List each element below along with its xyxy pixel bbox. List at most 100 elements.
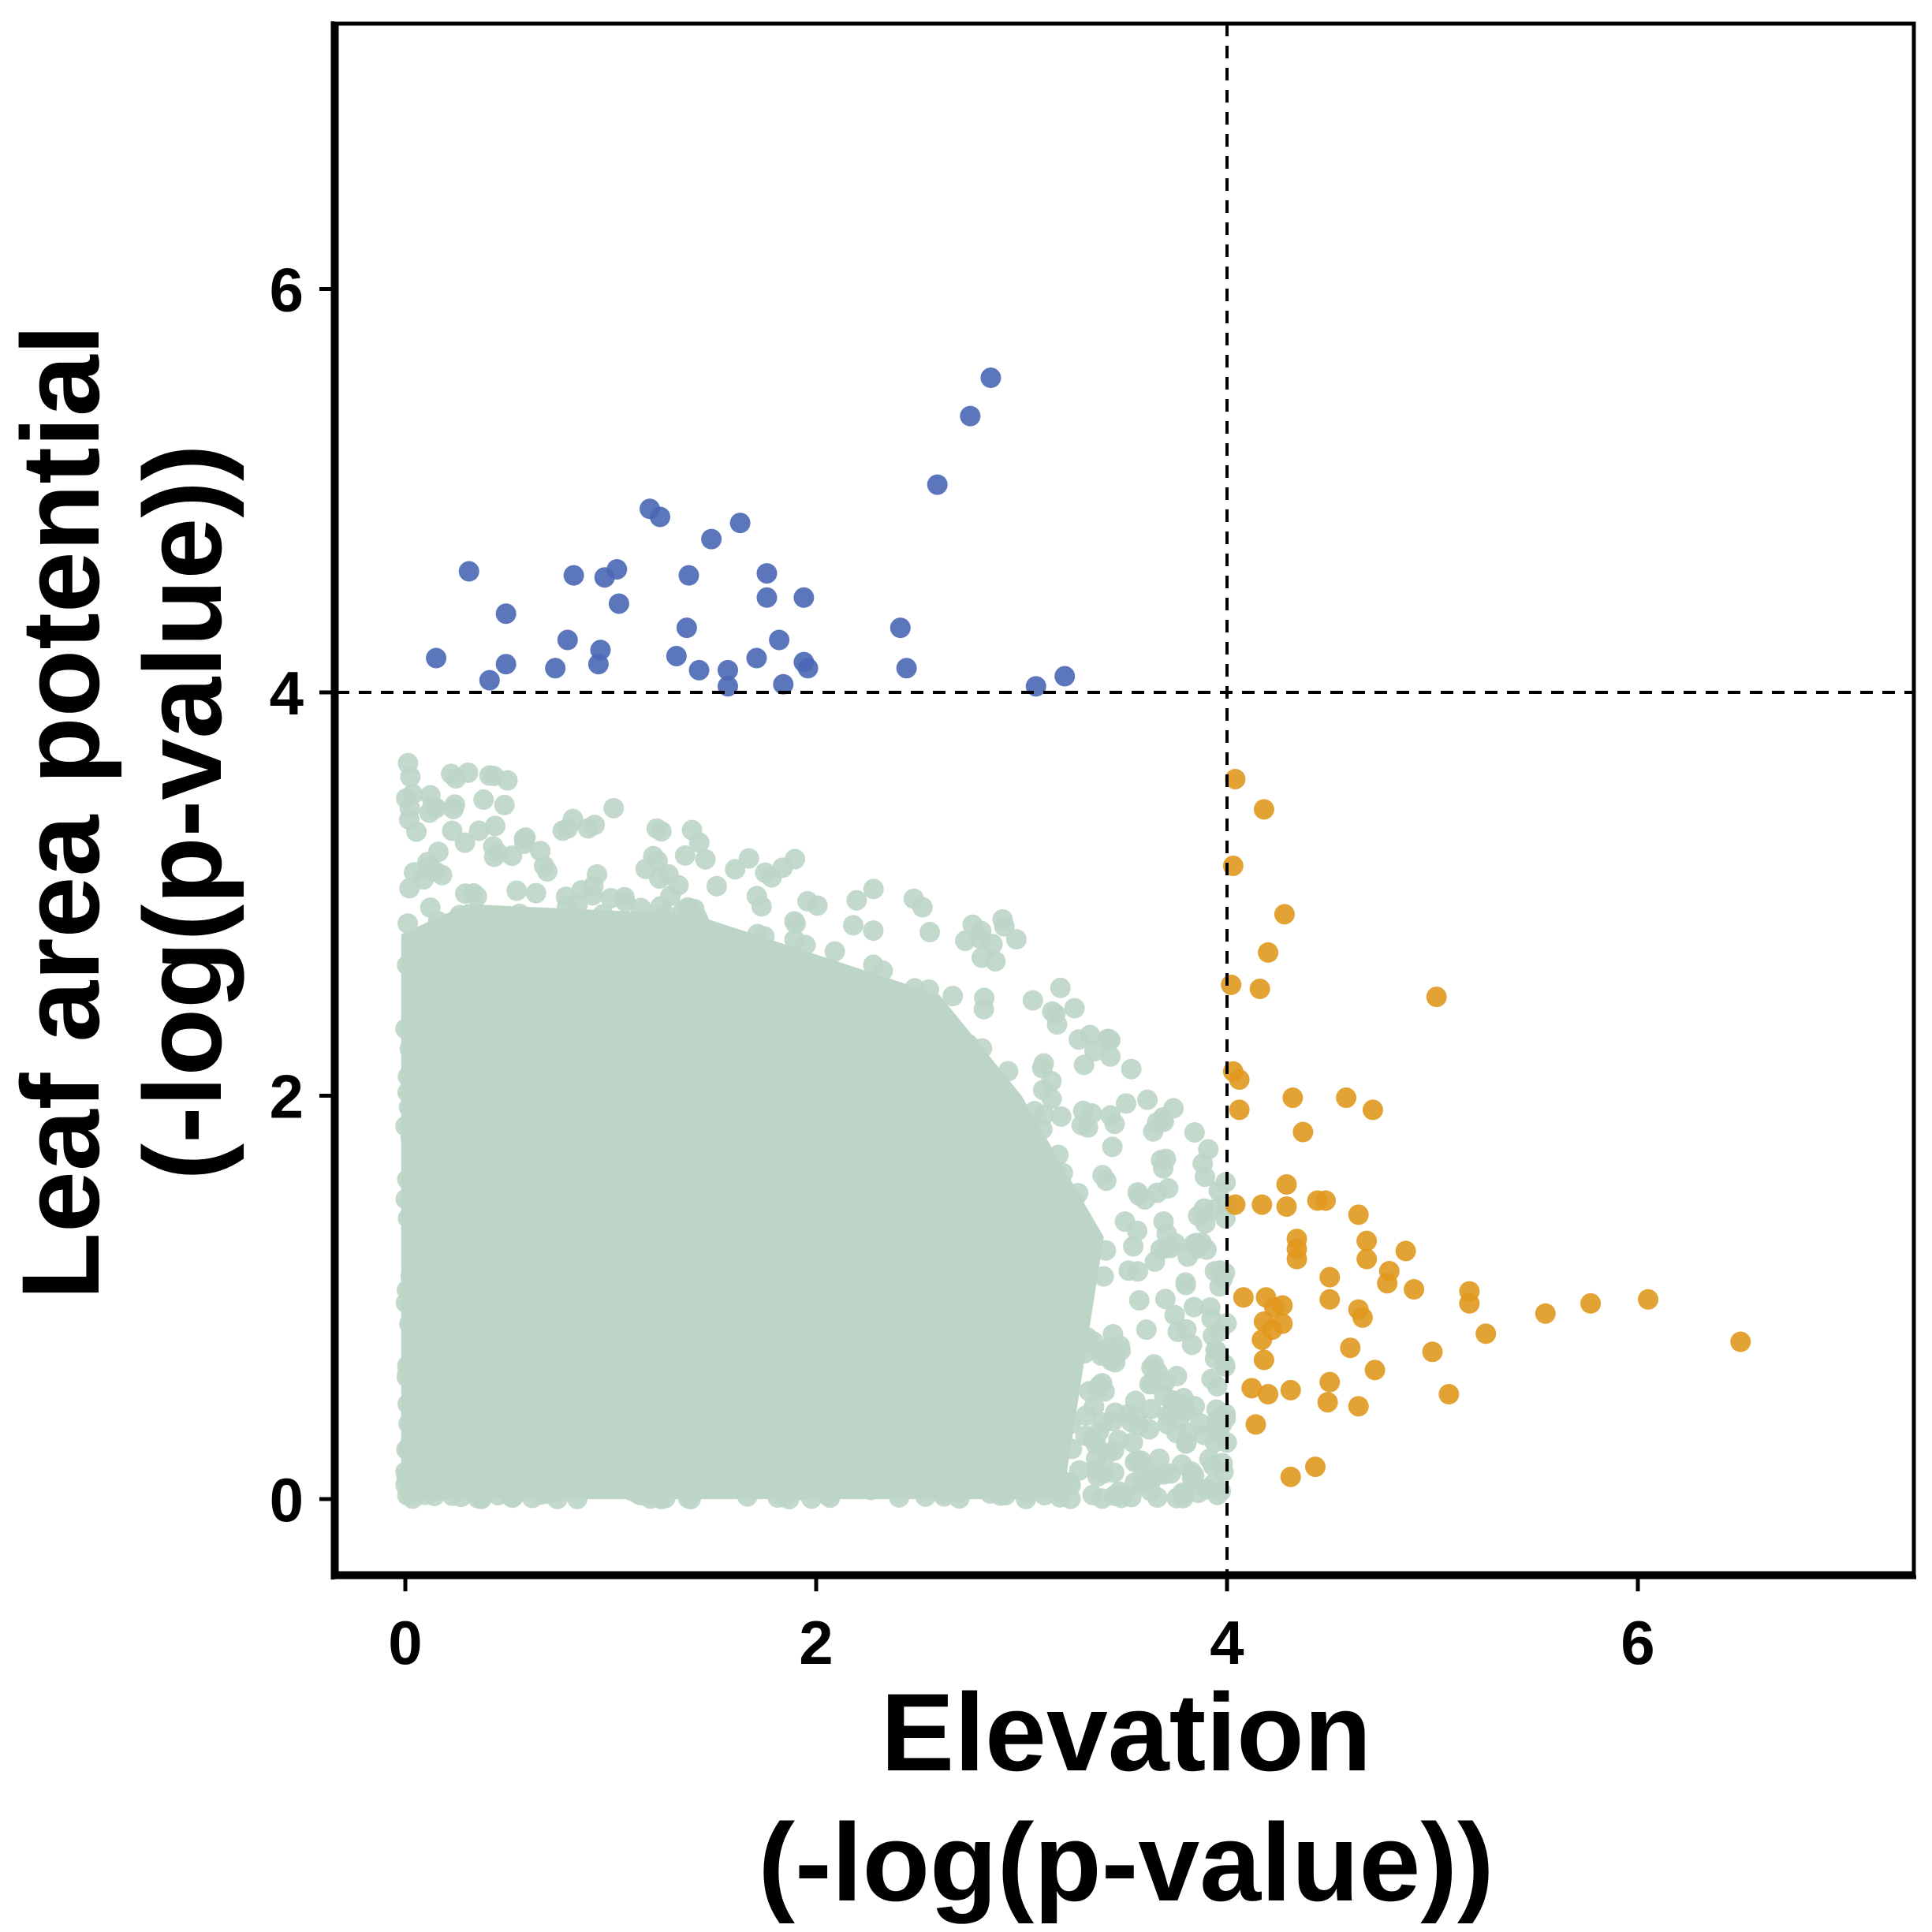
background-point bbox=[666, 1317, 688, 1338]
background-point bbox=[1141, 1374, 1162, 1395]
background-point bbox=[550, 1344, 572, 1365]
highlighted-points-group bbox=[426, 367, 1751, 1487]
elevation-outlier-point bbox=[1336, 1087, 1357, 1109]
background-point bbox=[622, 1311, 643, 1333]
background-point bbox=[925, 1380, 946, 1401]
background-point bbox=[539, 1483, 560, 1505]
leaf-area-outlier-point bbox=[927, 474, 948, 495]
background-point bbox=[1174, 1482, 1195, 1503]
elevation-outlier-point bbox=[1251, 1194, 1273, 1215]
background-point bbox=[1198, 1139, 1219, 1160]
background-point bbox=[444, 1248, 465, 1270]
elevation-outlier-point bbox=[1317, 1392, 1338, 1413]
background-point bbox=[846, 1326, 867, 1347]
background-point bbox=[1016, 1268, 1038, 1289]
background-point bbox=[651, 1139, 672, 1161]
background-point bbox=[1149, 1448, 1170, 1469]
background-point bbox=[744, 1308, 766, 1330]
background-point bbox=[1038, 1372, 1059, 1393]
background-point bbox=[1216, 1313, 1237, 1334]
background-point bbox=[449, 986, 470, 1007]
elevation-outlier-point bbox=[1286, 1248, 1307, 1270]
background-point bbox=[860, 1479, 882, 1501]
background-point bbox=[450, 1471, 472, 1493]
background-point bbox=[1193, 1198, 1214, 1219]
background-point bbox=[497, 770, 518, 791]
background-point bbox=[789, 1156, 811, 1177]
background-point bbox=[738, 848, 759, 869]
background-point bbox=[704, 1372, 725, 1393]
background-point bbox=[528, 1139, 550, 1161]
background-point bbox=[399, 878, 420, 899]
background-point bbox=[797, 890, 819, 912]
background-point bbox=[934, 1486, 955, 1507]
background-point bbox=[539, 1409, 560, 1430]
background-point bbox=[762, 1349, 783, 1371]
y-tick-label: 0 bbox=[270, 1465, 304, 1535]
background-point bbox=[770, 945, 792, 966]
background-point bbox=[1108, 1430, 1129, 1451]
background-point bbox=[548, 1238, 569, 1259]
elevation-outlier-point bbox=[1258, 1384, 1279, 1405]
background-point bbox=[811, 1430, 832, 1451]
axes-group: 0 2 4 6 0 2 4 6 bbox=[270, 21, 1916, 1677]
background-point bbox=[614, 976, 635, 998]
background-point bbox=[399, 1039, 420, 1060]
background-point bbox=[1176, 1401, 1197, 1422]
elevation-outlier-point bbox=[1241, 1378, 1263, 1399]
background-point bbox=[998, 1061, 1019, 1082]
background-point bbox=[670, 1050, 692, 1072]
background-point bbox=[908, 1352, 930, 1373]
background-point bbox=[837, 1080, 858, 1102]
background-point bbox=[615, 891, 636, 912]
background-point bbox=[485, 815, 506, 837]
background-point bbox=[636, 1296, 658, 1317]
background-point bbox=[926, 1406, 947, 1427]
background-point bbox=[1022, 990, 1043, 1011]
elevation-outlier-point bbox=[1459, 1292, 1480, 1314]
background-point bbox=[784, 929, 805, 950]
background-point bbox=[543, 1164, 565, 1185]
background-point bbox=[744, 1180, 765, 1201]
background-point bbox=[534, 856, 555, 877]
leaf-area-outlier-point bbox=[557, 629, 578, 651]
background-point bbox=[590, 1007, 611, 1028]
background-point bbox=[461, 1091, 483, 1112]
background-point bbox=[596, 1069, 617, 1090]
background-point bbox=[1064, 998, 1085, 1019]
background-point bbox=[756, 1200, 778, 1221]
background-point bbox=[1082, 1484, 1103, 1505]
elevation-outlier-point bbox=[1475, 1323, 1497, 1345]
background-point bbox=[947, 1243, 968, 1264]
background-point bbox=[705, 1290, 726, 1311]
background-point bbox=[870, 1309, 891, 1330]
background-point bbox=[735, 1066, 756, 1087]
elevation-outlier-point bbox=[1535, 1303, 1556, 1324]
background-point bbox=[1068, 1183, 1089, 1204]
elevation-outlier-point bbox=[1404, 1279, 1425, 1300]
background-point bbox=[792, 1195, 813, 1216]
background-point bbox=[854, 1177, 875, 1198]
background-point bbox=[746, 1118, 767, 1139]
background-point bbox=[505, 1235, 527, 1256]
background-point bbox=[868, 1457, 890, 1479]
background-point bbox=[1031, 1155, 1053, 1177]
x-tick-label: 4 bbox=[1210, 1608, 1244, 1677]
elevation-outlier-point bbox=[1348, 1396, 1369, 1417]
elevation-outlier-point bbox=[1225, 768, 1246, 789]
background-point bbox=[1167, 1321, 1188, 1342]
background-point bbox=[960, 1438, 981, 1459]
background-point bbox=[956, 1304, 977, 1325]
background-point bbox=[591, 1252, 613, 1274]
elevation-outlier-point bbox=[1272, 1295, 1293, 1316]
background-point bbox=[658, 935, 680, 957]
elevation-outlier-point bbox=[1280, 1466, 1301, 1487]
background-point bbox=[993, 1353, 1014, 1374]
background-point bbox=[868, 1094, 890, 1115]
background-point bbox=[841, 1457, 862, 1479]
elevation-outlier-point bbox=[1229, 1099, 1250, 1121]
background-point bbox=[509, 1018, 531, 1039]
background-point bbox=[487, 843, 509, 864]
background-point bbox=[831, 1402, 852, 1423]
background-point bbox=[793, 1480, 815, 1501]
